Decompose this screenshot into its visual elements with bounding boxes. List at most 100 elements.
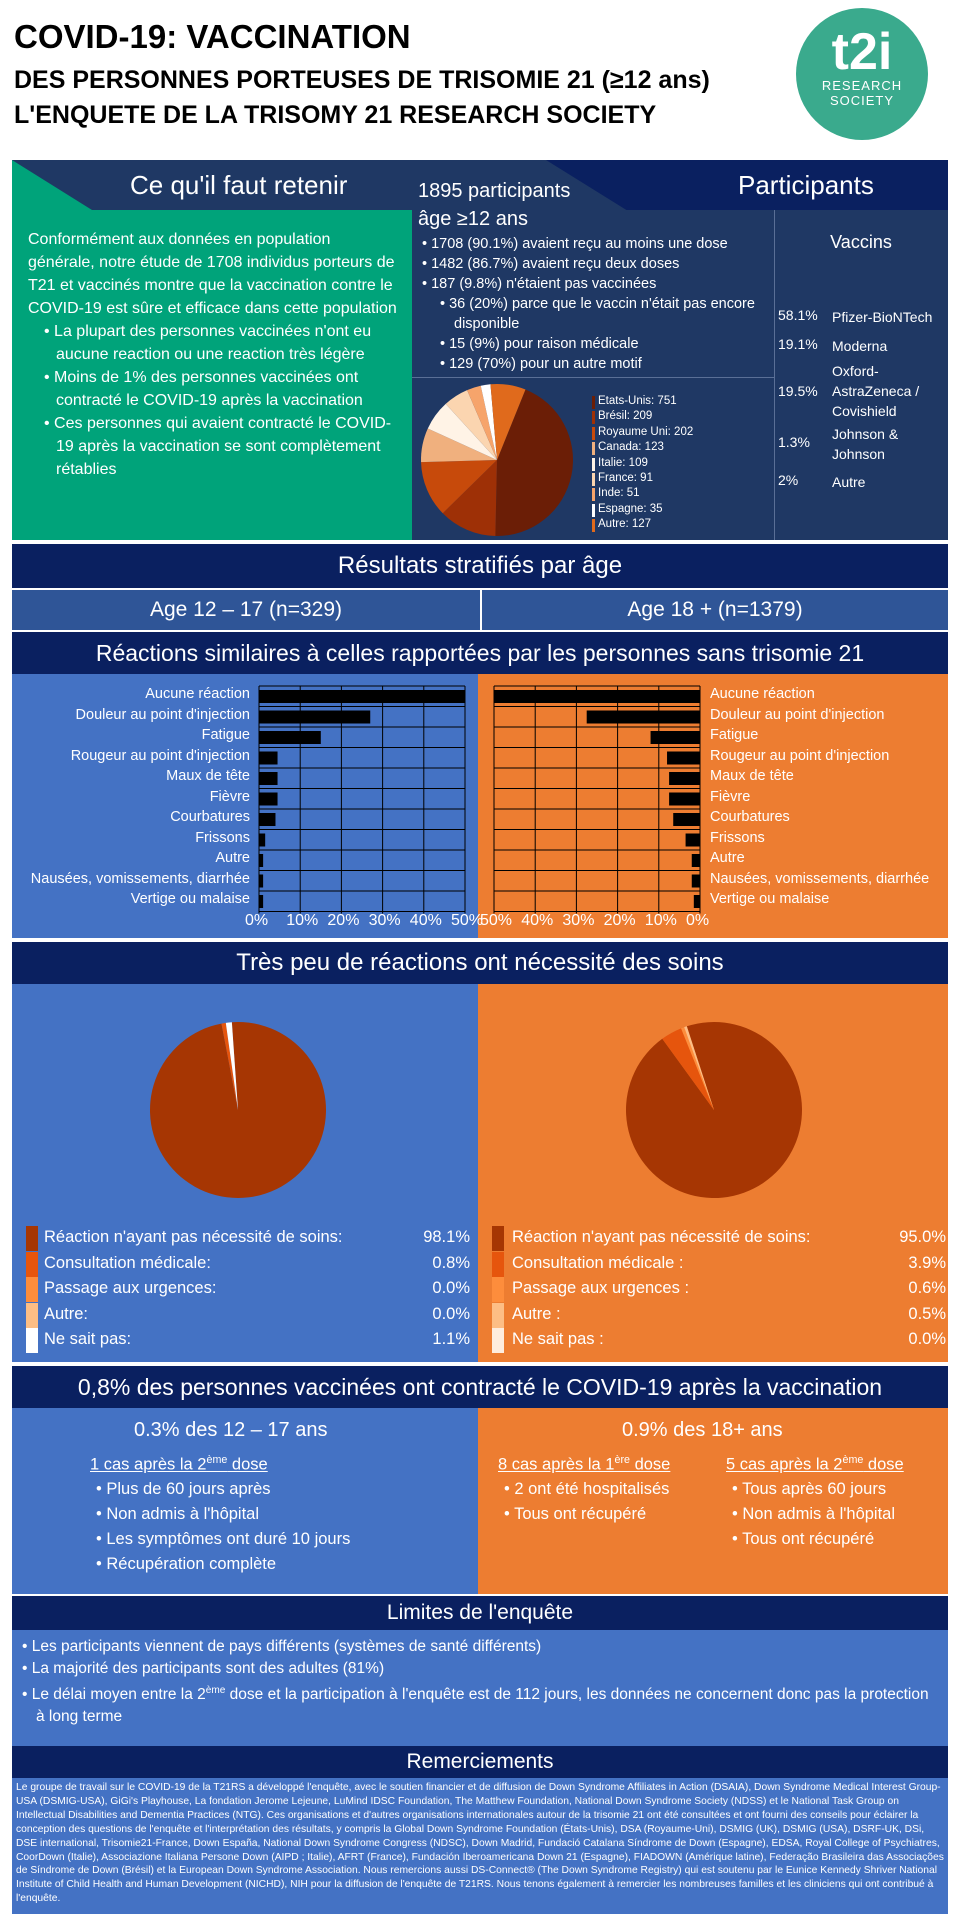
list-item: • 36 (20%) parce que le vaccin n'était p… [440, 296, 755, 332]
reaction-label-right: Douleur au point d'injection [710, 706, 885, 723]
bar-right [685, 833, 700, 847]
vaccines-panel [774, 210, 948, 540]
limits-title: Limites de l'enquête [12, 1596, 948, 1630]
reaction-label-left: Maux de tête [166, 768, 250, 784]
bar-left [259, 751, 278, 765]
thanks-panel [12, 1778, 948, 1914]
key-points-text: Conformément aux données en population g… [28, 228, 400, 481]
list-item: • Ces personnes qui avaient contracté le… [44, 415, 392, 478]
legend-swatch [592, 473, 595, 486]
reactions-bar-chart [258, 685, 701, 914]
bar-right [667, 751, 700, 765]
legend-swatch [592, 442, 595, 456]
legend-entry: Passage aux urgences: [44, 1279, 217, 1297]
page-title: COVID-19: VACCINATION [14, 18, 411, 55]
legend-swatch [492, 1251, 504, 1277]
legend-entry: Passage aux urgences : [512, 1279, 690, 1297]
tick-label: 40% [409, 912, 442, 929]
reaction-label-right: Courbatures [710, 809, 790, 825]
vaccine-row: 58.1% Pfizer-BioNTech [778, 307, 933, 325]
covid-left-subtitle: 1 cas après la 2ème dose [90, 1454, 268, 1474]
reaction-label-left: Nausées, vomissements, diarrhée [30, 870, 250, 887]
legend-entry: Ne sait pas: [44, 1330, 132, 1348]
care-pie-right-slice [662, 1028, 714, 1110]
legend-swatch [592, 503, 595, 517]
list-item: • 129 (70%) pour un autre motif [440, 356, 642, 372]
tick-label: 40% [521, 912, 554, 929]
key-points-title: Ce qu'il faut retenir [130, 170, 348, 200]
tick-label: 10% [644, 912, 677, 929]
care-pie-left-slice [225, 1022, 238, 1110]
reaction-label-left: Vertige ou malaise [130, 891, 250, 907]
bar-left [259, 854, 264, 867]
country-pie-slice [480, 384, 497, 460]
legend-value: 0.0% [432, 1304, 470, 1323]
covid-title: 0,8% des personnes vaccinées ont contrac… [12, 1366, 948, 1408]
vaccine-row: 1.3% Johnson & Johnson [778, 426, 899, 462]
list-item: • La majorité des participants sont des … [22, 1660, 385, 1677]
covid-right-subtitle-2: 5 cas après la 2ème dose [726, 1454, 904, 1474]
legend-entry: Canada: 123 [598, 441, 664, 454]
reaction-label-right: Fièvre [710, 788, 751, 805]
bar-right [691, 874, 700, 888]
covid-panel-left [12, 1408, 478, 1594]
list-item: • 187 (9.8%) n'étaient pas vaccinées [422, 276, 657, 292]
participants-list: • 1708 (90.1%) avaient reçu au moins une… [414, 234, 774, 374]
list-item: • Les symptômes ont duré 10 jours [96, 1530, 351, 1548]
country-pie-slice [427, 403, 497, 460]
bar-left [259, 895, 264, 908]
legend-entry: Consultation médicale : [512, 1253, 684, 1272]
legend-swatch [492, 1328, 504, 1353]
care-pie-right-slice [684, 1026, 714, 1110]
bar-left [259, 731, 321, 744]
list-item: • Récupération complète [96, 1555, 277, 1573]
care-title: Très peu de réactions ont nécessité des … [12, 942, 948, 984]
country-pie-slice [495, 389, 573, 536]
legend-entry: Royaume Uni: 202 [598, 425, 694, 438]
limits-panel [12, 1630, 948, 1746]
key-points-intro: Conformément aux données en population g… [28, 231, 397, 317]
legend-value: 98.1% [423, 1228, 470, 1246]
legend-entry: Réaction n'ayant pas nécessité de soins: [512, 1228, 811, 1246]
bar-left [259, 792, 278, 806]
legend-swatch [592, 426, 595, 440]
list-item: • La plupart des personnes vaccinées n'o… [44, 323, 372, 363]
legend-entry: Autre: 127 [598, 518, 652, 531]
legend-entry: France: 91 [598, 472, 653, 484]
logo-text-2: SOCIETY [829, 93, 895, 108]
bar-right [669, 772, 700, 785]
legend-value: 0.8% [432, 1253, 470, 1272]
legend-swatch [592, 488, 595, 502]
list-item: • Tous ont récupéré [732, 1530, 875, 1548]
reaction-label-right: Rougeur au point d'injection [710, 747, 890, 764]
legend-entry: Réaction n'ayant pas nécessité de soins: [44, 1228, 343, 1246]
legend-value: 0.0% [432, 1279, 470, 1297]
legend-entry: Autre: [44, 1304, 89, 1323]
reactions-panel-left [12, 674, 478, 938]
list-item: • Moins de 1% des personnes vaccinées on… [44, 369, 363, 409]
reaction-label-left: Douleur au point d'injection [75, 706, 250, 723]
legend-value: 0.0% [908, 1330, 946, 1348]
page-subtitle-2: L'ENQUETE DE LA TRISOMY 21 RESEARCH SOCI… [14, 101, 657, 129]
covid-right-list-1: • 2 ont été hospitalisés • Tous ont récu… [498, 1477, 669, 1527]
legend-swatch [592, 411, 595, 425]
bar-left [259, 690, 465, 703]
thanks-text: Le groupe de travail sur le COVID-19 de … [16, 1782, 944, 1905]
bar-right [673, 813, 700, 826]
legend-value: 95.0% [899, 1228, 946, 1246]
legend-swatch [26, 1251, 38, 1277]
care-pie-right-slice [681, 1027, 714, 1110]
age-group-left: Age 12 – 17 (n=329) [12, 590, 480, 630]
legend-entry: Autre : [512, 1304, 561, 1323]
key-points-panel [12, 160, 412, 540]
vaccine-row: 19.1% Moderna [778, 336, 888, 354]
bar-right [669, 792, 700, 806]
legend-entry: Inde: 51 [598, 487, 640, 500]
reaction-label-right: Aucune réaction [710, 686, 815, 702]
bar-left [259, 833, 266, 847]
reaction-label-left: Courbatures [170, 809, 250, 825]
list-item: • Non admis à l'hôpital [96, 1505, 260, 1523]
country-pie-chart [421, 384, 573, 536]
page-subtitle: DES PERSONNES PORTEUSES DE TRISOMIE 21 (… [14, 66, 710, 94]
country-pie-slice [442, 460, 497, 536]
